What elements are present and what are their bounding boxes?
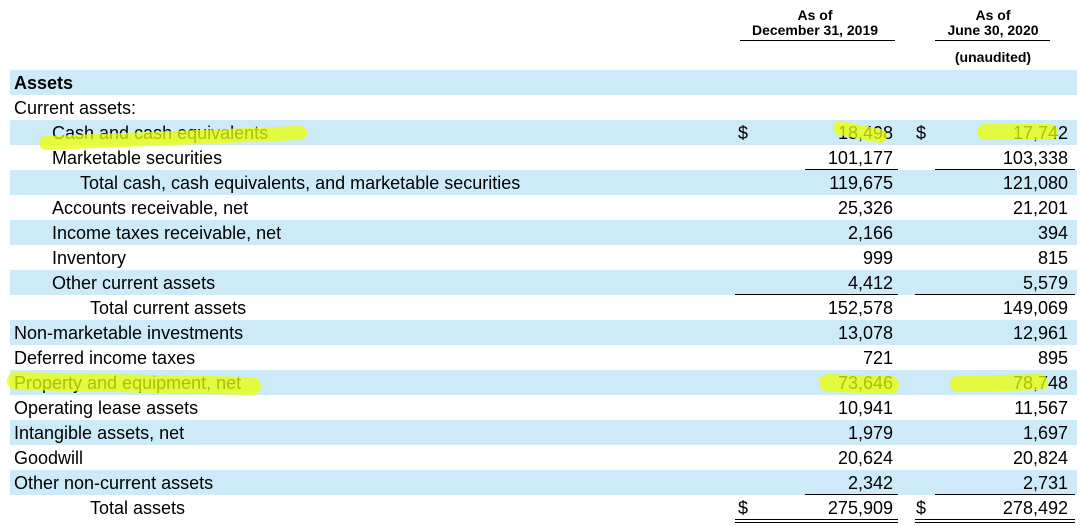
row-label: Income taxes receivable, net: [52, 223, 282, 243]
table-row: Accounts receivable, net 25,326 21,201: [10, 195, 1077, 220]
currency: $: [916, 123, 927, 143]
table-row: Marketable securities 101,177 103,338: [10, 145, 1077, 170]
col-note: (unaudited): [954, 49, 1032, 65]
value: 10,941: [837, 398, 893, 418]
value: 815: [1037, 248, 1068, 268]
value: 394: [1037, 223, 1068, 243]
value: 103,338: [1002, 148, 1068, 168]
table-row: Non-marketable investments 13,078 12,961: [10, 320, 1077, 345]
underline: [735, 519, 898, 520]
value: 17,742: [1012, 123, 1068, 143]
header-rule: [935, 40, 1050, 41]
row-label: Deferred income taxes: [14, 348, 196, 368]
row-label: Total cash, cash equivalents, and market…: [80, 173, 521, 193]
row-label: Total assets: [90, 498, 186, 518]
row-label: Other current assets: [52, 273, 216, 293]
value: 18,498: [837, 123, 893, 143]
currency: $: [738, 123, 749, 143]
value: 895: [1037, 348, 1068, 368]
value: 13,078: [837, 323, 893, 343]
underline: [935, 494, 1075, 495]
value: 2,731: [1022, 473, 1068, 493]
row-label: Operating lease assets: [14, 398, 199, 418]
row-label: Marketable securities: [52, 148, 223, 168]
table-row: Cash and cash equivalents $ $18,498 17,742: [10, 120, 1077, 145]
underline: [915, 294, 1075, 295]
underline: [915, 519, 1075, 520]
value: 1,697: [1022, 423, 1068, 443]
table-row: Property and equipment, net 73,646 78,748: [10, 370, 1077, 395]
table-row: Income taxes receivable, net 2,166 394: [10, 220, 1077, 245]
table-row: Intangible assets, net 1,979 1,697: [10, 420, 1077, 445]
currency: $: [738, 498, 749, 518]
row-label: Total current assets: [90, 298, 247, 318]
value: 2,166: [847, 223, 893, 243]
table-row: Other non-current assets 2,342 2,731: [10, 470, 1077, 495]
table-row: Inventory 999 815: [10, 245, 1077, 270]
underline: [735, 522, 898, 523]
table-row: Deferred income taxes 721 895: [10, 345, 1077, 370]
value: 20,624: [837, 448, 893, 468]
value: 121,080: [1002, 173, 1068, 193]
value: 11,567: [1014, 398, 1068, 418]
value: 21,201: [1012, 198, 1068, 218]
value: 721: [862, 348, 893, 368]
value: 2,342: [847, 473, 893, 493]
row-label: Other non-current assets: [14, 473, 214, 493]
row-label: Non-marketable investments: [14, 323, 244, 343]
table-row: Current assets:: [10, 95, 1077, 120]
value: 12,961: [1012, 323, 1068, 343]
table-row: Operating lease assets 10,941 11,567: [10, 395, 1077, 420]
table-row: Total current assets 152,578 149,069: [10, 295, 1077, 320]
table-row: Goodwill 20,624 20,824: [10, 445, 1077, 470]
value: 119,675: [829, 173, 893, 193]
table-row: Total assets $ $275,909 278,492: [10, 495, 1077, 520]
row-label: Inventory: [52, 248, 127, 268]
row-label: Intangible assets, net: [14, 423, 185, 443]
value: 5,579: [1022, 273, 1068, 293]
value: 101,177: [827, 148, 893, 168]
value: 152,578: [827, 298, 893, 318]
currency: $: [916, 498, 927, 518]
col-header: As of: [797, 7, 833, 23]
underline: [915, 522, 1075, 523]
row-label: Accounts receivable, net: [52, 198, 249, 218]
table-row: Total cash, cash equivalents, and market…: [10, 170, 1077, 195]
value: 4,412: [847, 273, 893, 293]
col-header: As of: [975, 7, 1011, 23]
table-row: Assets: [10, 70, 1077, 95]
row-label: Current assets:: [14, 98, 137, 118]
value: 278,492: [1002, 498, 1068, 518]
value: 78,748: [1012, 373, 1068, 393]
row-label: Assets: [14, 73, 74, 93]
value: 999: [862, 248, 893, 268]
value: 149,069: [1002, 298, 1068, 318]
row-label: Goodwill: [14, 448, 84, 468]
underline: [735, 294, 898, 295]
col-header: December 31, 2019: [751, 22, 879, 38]
value: 25,326: [837, 198, 893, 218]
underline: [935, 169, 1075, 170]
header-rule: [740, 40, 895, 41]
value: 275,909: [827, 498, 893, 518]
value: 1,979: [847, 423, 893, 443]
table-row: Other current assets 4,412 5,579: [10, 270, 1077, 295]
value: 20,824: [1012, 448, 1068, 468]
value: 73,646: [837, 373, 893, 393]
col-header: June 30, 2020: [947, 22, 1039, 38]
underline: [805, 169, 898, 170]
row-label: Cash and cash equivalents: [52, 123, 269, 143]
underline: [805, 494, 898, 495]
row-label: Property and equipment, net: [14, 373, 242, 393]
